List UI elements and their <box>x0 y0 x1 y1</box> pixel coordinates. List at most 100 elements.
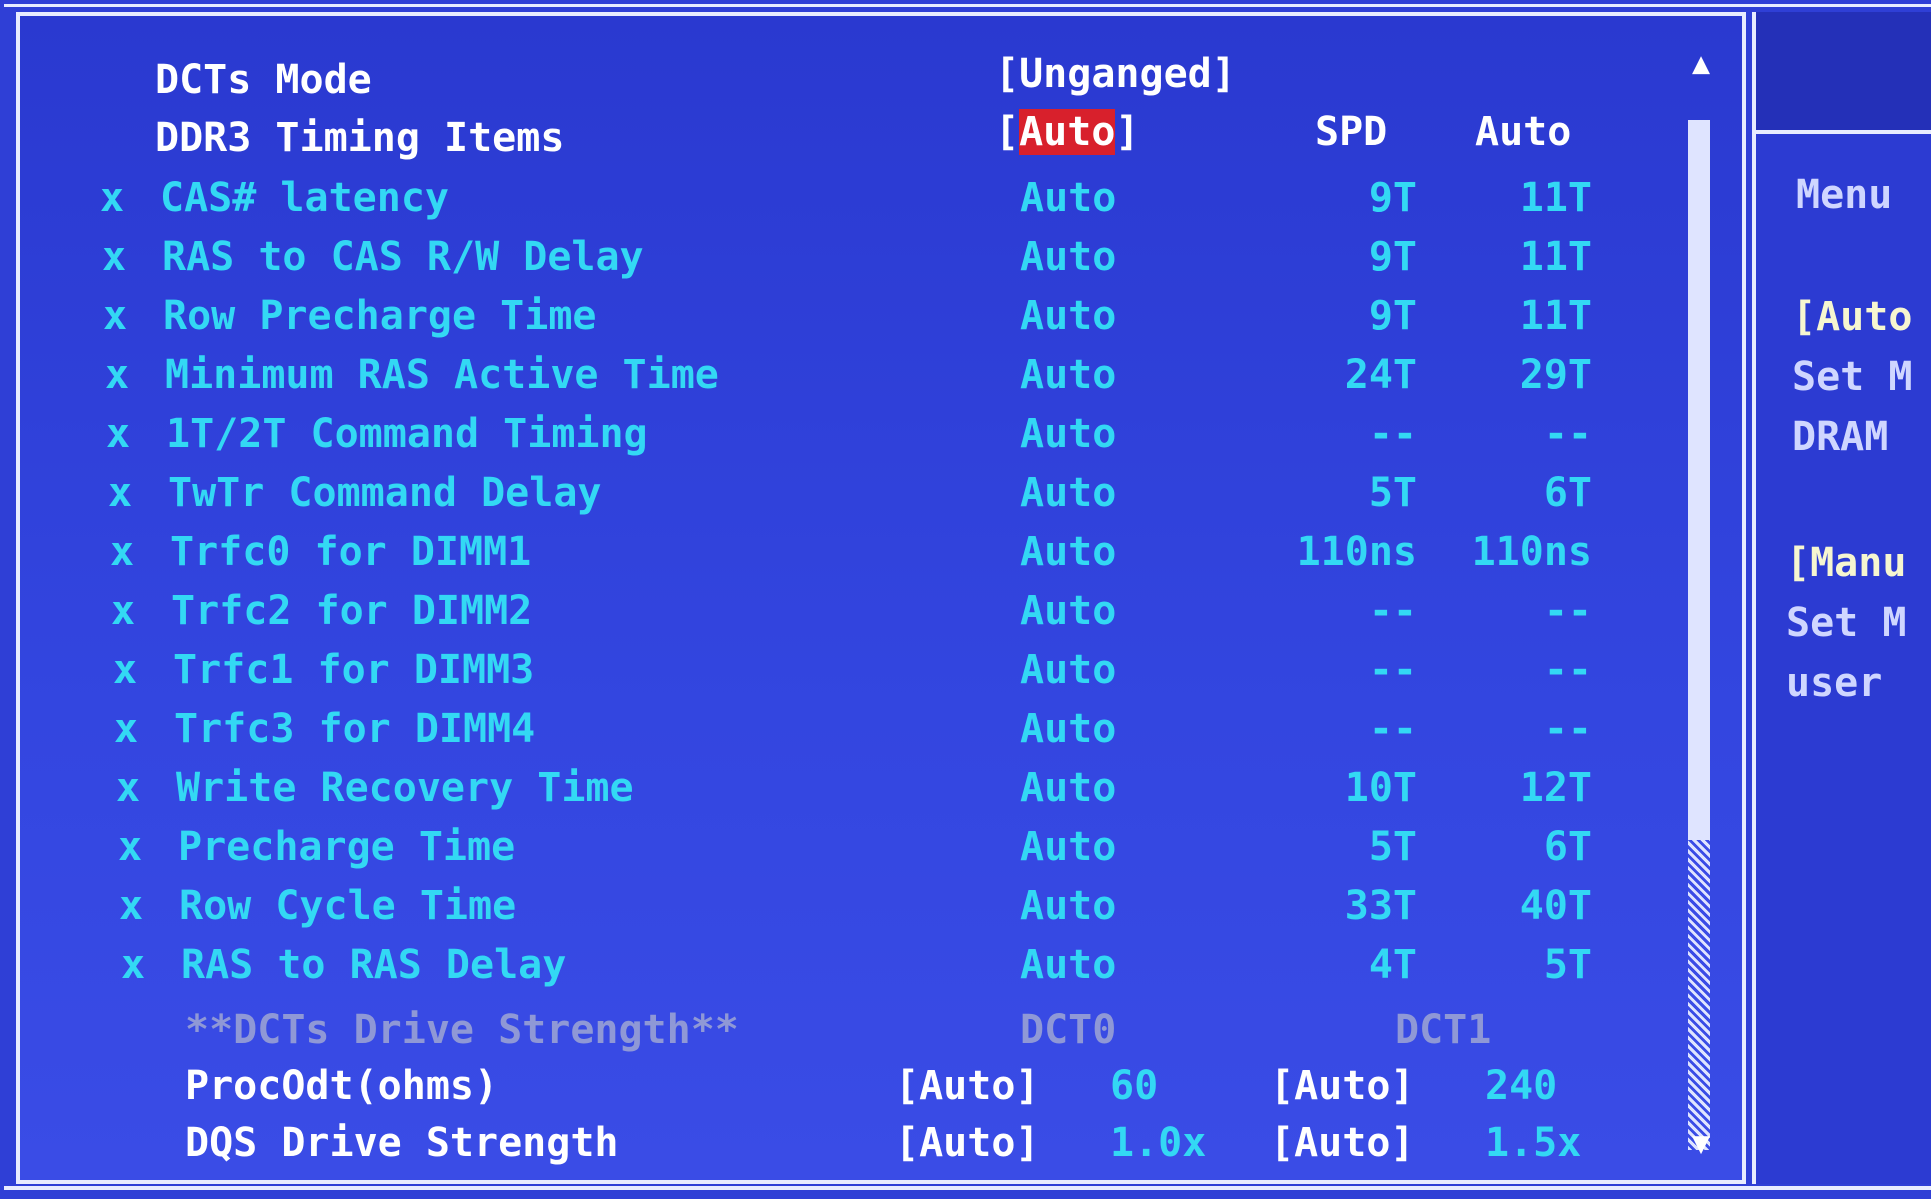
disabled-mark: x <box>113 647 138 693</box>
disabled-mark: x <box>119 883 144 929</box>
bracket-close: ] <box>1115 109 1140 155</box>
timing-item-value: Auto <box>1020 470 1117 516</box>
disabled-mark: x <box>114 706 139 752</box>
disabled-mark: x <box>118 824 143 870</box>
disabled-mark: x <box>103 293 128 339</box>
disabled-mark: x <box>116 765 141 811</box>
timing-item-label: Write Recovery Time <box>176 765 634 811</box>
timing-item-label: 1T/2T Command Timing <box>166 411 648 457</box>
auto-value: -- <box>1543 411 1592 457</box>
timing-item-label: RAS to CAS R/W Delay <box>162 234 644 280</box>
timing-item-label: Trfc1 for DIMM3 <box>173 647 535 693</box>
scrollbar-track[interactable] <box>1688 840 1710 1150</box>
scrollbar-thumb[interactable] <box>1688 120 1710 840</box>
spd-value: 9T <box>1368 175 1417 221</box>
scroll-up-icon[interactable]: ▲ <box>1692 46 1711 81</box>
spd-value: -- <box>1368 411 1417 457</box>
dct1-value: 1.5x <box>1485 1120 1582 1166</box>
timing-item-value: Auto <box>1020 175 1117 221</box>
timing-item-value: Auto <box>1020 529 1117 575</box>
auto-value: 11T <box>1519 234 1592 280</box>
timing-item-value: Auto <box>1020 411 1117 457</box>
auto-column-header: Auto <box>1475 109 1572 155</box>
dct0-value: 1.0x <box>1110 1120 1207 1166</box>
disabled-mark: x <box>102 234 127 280</box>
spd-value: 4T <box>1368 942 1417 988</box>
scroll-down-icon[interactable]: ▼ <box>1692 1126 1711 1161</box>
help-line: Menu <box>1796 172 1893 218</box>
dct0-header: DCT0 <box>1020 1007 1117 1053</box>
spd-column-header: SPD <box>1315 109 1388 155</box>
help-line: [Auto <box>1792 294 1913 340</box>
help-line: Set M <box>1792 354 1913 400</box>
help-separator <box>1756 130 1931 134</box>
spd-value: -- <box>1368 647 1417 693</box>
spd-value: 5T <box>1368 470 1417 516</box>
spd-value: -- <box>1368 706 1417 752</box>
disabled-mark: x <box>121 942 146 988</box>
dcts-mode-label: DCTs Mode <box>155 57 372 103</box>
spd-value: 9T <box>1368 234 1417 280</box>
spd-value: -- <box>1368 588 1417 634</box>
spd-value: 33T <box>1344 883 1417 929</box>
dct0-value: 60 <box>1110 1063 1159 1109</box>
ddr3-timing-items-value[interactable]: [Auto] <box>995 108 1140 156</box>
dct0-mode-select[interactable]: [Auto] <box>895 1063 1040 1109</box>
drive-strength-label: ProcOdt(ohms) <box>185 1063 499 1109</box>
dct1-mode-select[interactable]: [Auto] <box>1270 1063 1415 1109</box>
help-line: user <box>1786 660 1883 706</box>
bottom-border <box>4 1186 1931 1190</box>
timing-item-label: Row Precharge Time <box>163 293 597 339</box>
timing-item-label: Trfc3 for DIMM4 <box>174 706 536 752</box>
help-line: DRAM <box>1792 414 1889 460</box>
timing-item-label: TwTr Command Delay <box>168 470 602 516</box>
timing-item-value: Auto <box>1020 234 1117 280</box>
timing-item-label: Row Cycle Time <box>179 883 517 929</box>
spd-value: 24T <box>1344 352 1417 398</box>
help-line: [Manu <box>1786 540 1907 586</box>
timing-item-value: Auto <box>1020 942 1117 988</box>
timing-item-value: Auto <box>1020 765 1117 811</box>
ddr3-timing-items-label: DDR3 Timing Items <box>155 115 565 161</box>
spd-value: 9T <box>1368 293 1417 339</box>
auto-value: 6T <box>1543 470 1592 516</box>
auto-value: 5T <box>1543 942 1592 988</box>
timing-item-label: RAS to RAS Delay <box>181 942 567 988</box>
timing-item-value: Auto <box>1020 883 1117 929</box>
auto-value: -- <box>1543 588 1592 634</box>
spd-value: 110ns <box>1296 529 1417 575</box>
auto-value: 40T <box>1519 883 1592 929</box>
dct0-mode-select[interactable]: [Auto] <box>895 1120 1040 1166</box>
timing-item-value: Auto <box>1020 293 1117 339</box>
dct1-value: 240 <box>1485 1063 1558 1109</box>
dct1-mode-select[interactable]: [Auto] <box>1270 1120 1415 1166</box>
disabled-mark: x <box>105 352 130 398</box>
selected-value[interactable]: Auto <box>1019 109 1116 155</box>
disabled-mark: x <box>110 529 135 575</box>
auto-value: 11T <box>1519 175 1592 221</box>
drive-strength-label: DQS Drive Strength <box>185 1120 619 1166</box>
help-panel-header <box>1756 12 1931 130</box>
timing-item-label: Precharge Time <box>178 824 516 870</box>
timing-item-label: Trfc2 for DIMM2 <box>171 588 533 634</box>
spd-value: 10T <box>1344 765 1417 811</box>
help-panel: Menu [Auto Set M DRAM [Manu Set M user <box>1752 12 1931 1184</box>
help-line: Set M <box>1786 600 1907 646</box>
timing-item-value: Auto <box>1020 647 1117 693</box>
scrollbar[interactable] <box>1688 120 1710 1150</box>
disabled-mark: x <box>111 588 136 634</box>
auto-value: -- <box>1543 647 1592 693</box>
auto-value: 6T <box>1543 824 1592 870</box>
disabled-mark: x <box>100 175 125 221</box>
timing-item-value: Auto <box>1020 352 1117 398</box>
dcts-mode-value[interactable]: [Unganged] <box>995 51 1236 97</box>
top-border <box>4 4 1931 7</box>
auto-value: 11T <box>1519 293 1592 339</box>
timing-item-value: Auto <box>1020 824 1117 870</box>
spd-value: 5T <box>1368 824 1417 870</box>
auto-value: 29T <box>1519 352 1592 398</box>
settings-panel: DCTs Mode [Unganged] DDR3 Timing Items [Aut… <box>16 12 1746 1184</box>
timing-item-label: Trfc0 for DIMM1 <box>170 529 532 575</box>
auto-value: 12T <box>1519 765 1592 811</box>
